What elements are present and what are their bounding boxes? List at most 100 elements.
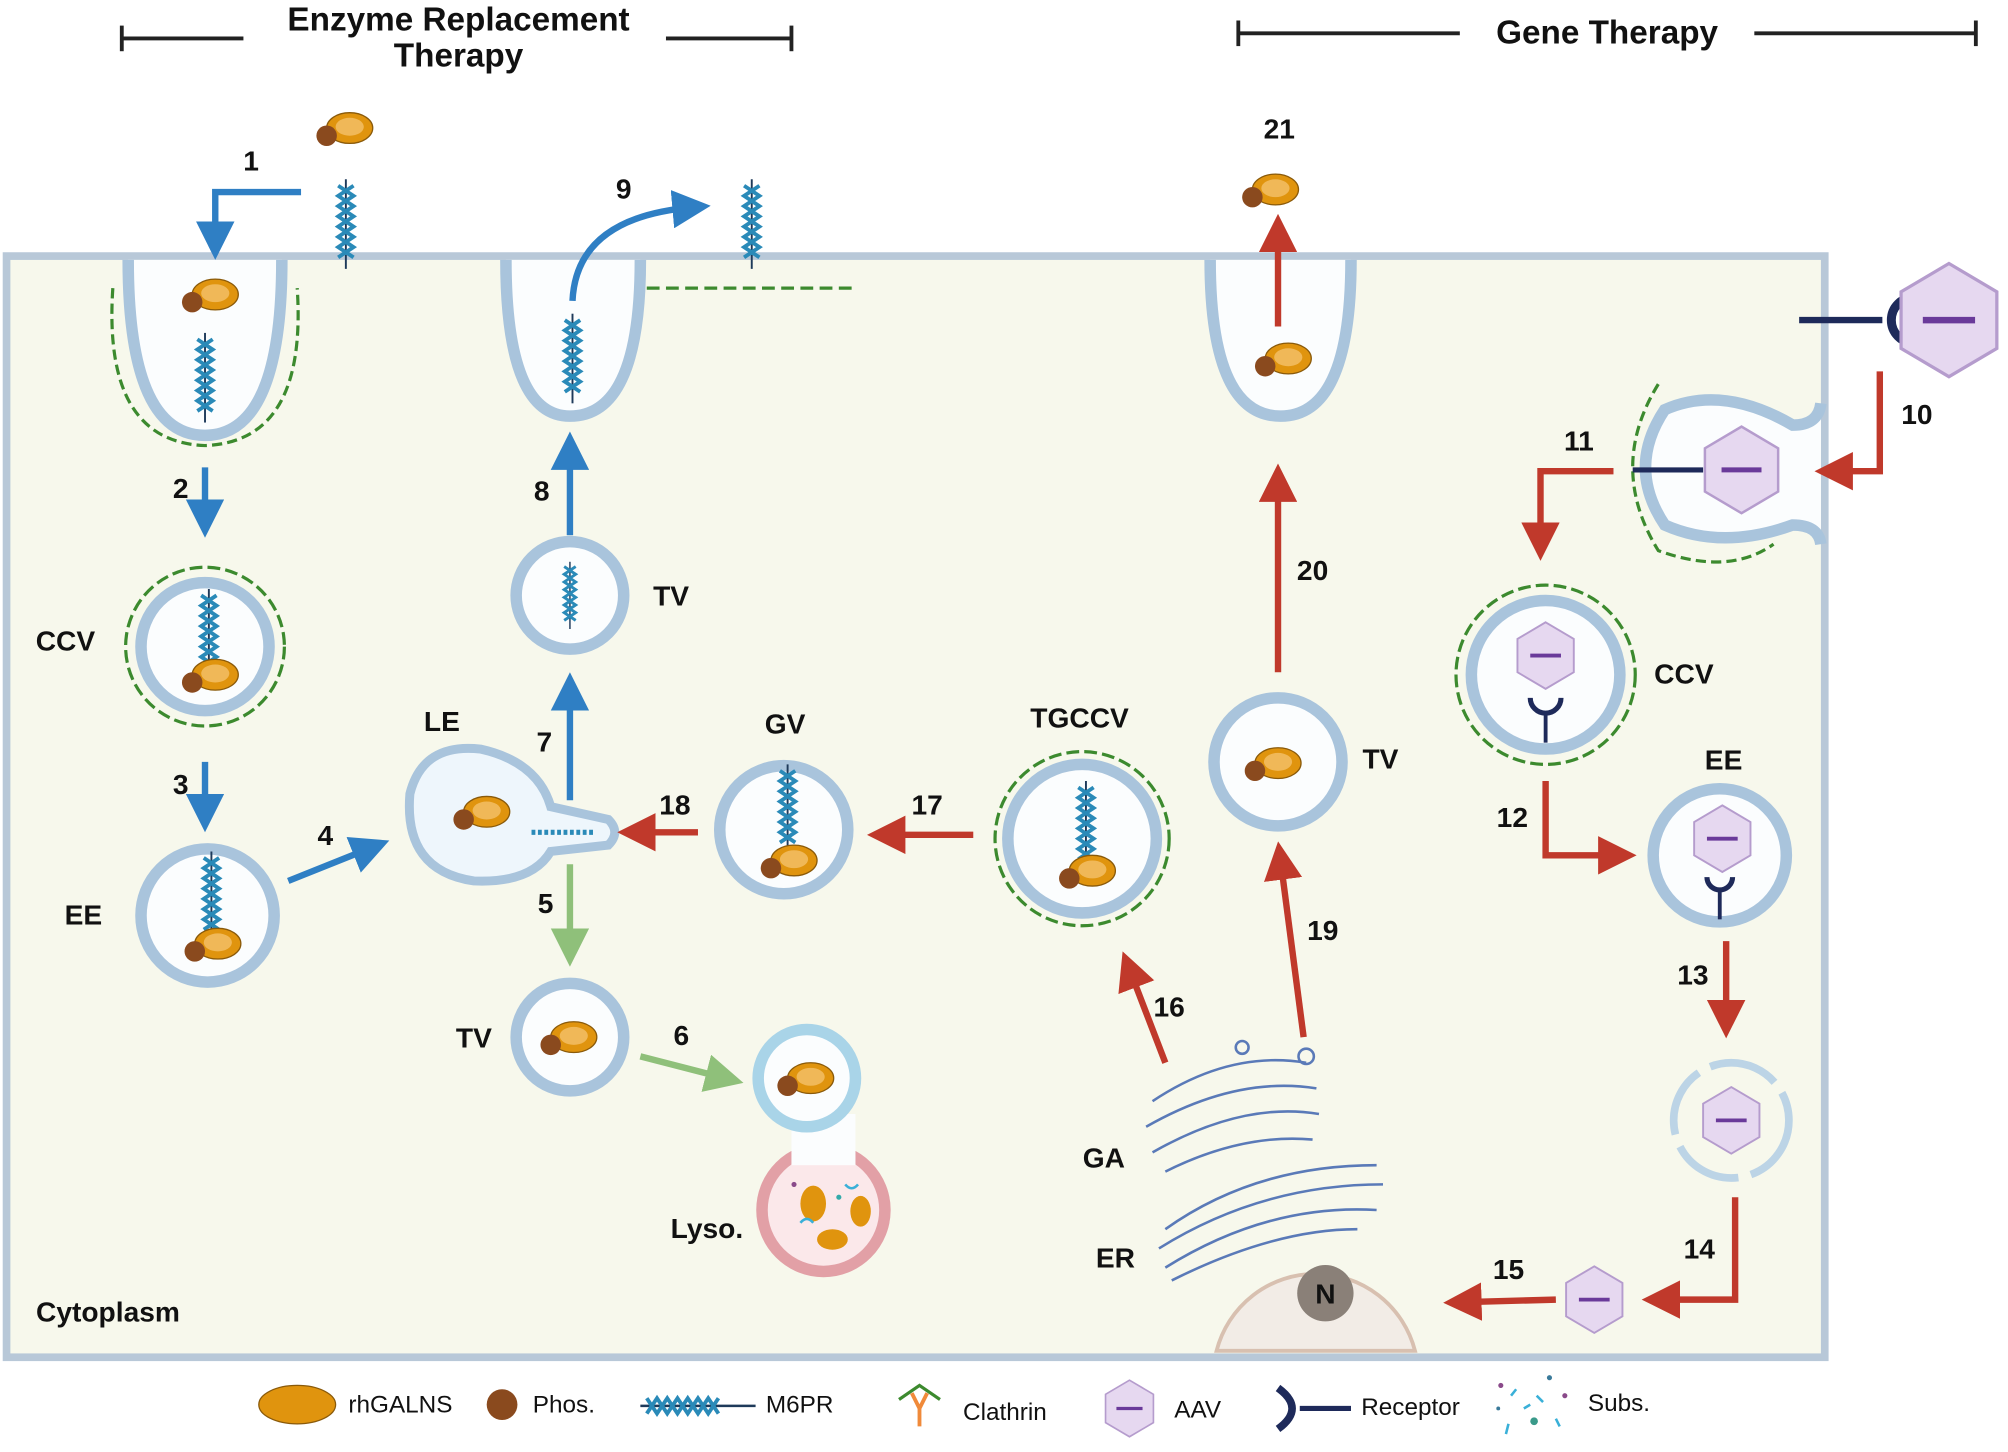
m6pr-recycling xyxy=(562,311,583,406)
ruptured-endosome xyxy=(1669,1058,1793,1182)
label-tv-right: TV xyxy=(1362,743,1398,774)
ert-header: Enzyme Replacement Therapy xyxy=(119,2,794,75)
arrow-4 xyxy=(287,836,390,884)
ee-left xyxy=(135,843,280,988)
legend-label: AAV xyxy=(1174,1396,1222,1423)
late-endosome xyxy=(404,743,620,886)
rhgalns-secreted xyxy=(1241,173,1300,209)
gene-therapy-header: Gene Therapy xyxy=(1236,15,1978,52)
ccv-left xyxy=(124,565,287,728)
step-9: 9 xyxy=(616,173,632,204)
legend-item-phos: Phos. xyxy=(486,1389,595,1420)
arrow-19 xyxy=(1264,841,1307,1038)
lysosome xyxy=(752,1023,891,1278)
step-21: 21 xyxy=(1264,113,1295,144)
m6pr-surface xyxy=(336,177,356,271)
golgi-apparatus xyxy=(1145,1039,1320,1173)
phosphate-icon xyxy=(486,1389,518,1420)
ert-title-line1: Enzyme Replacement xyxy=(287,2,629,39)
arrows xyxy=(185,188,1884,1321)
step-10: 10 xyxy=(1901,399,1932,430)
clathrin-icon xyxy=(898,1383,941,1427)
arrow-16 xyxy=(1118,951,1169,1064)
legend-item-clathrin: Clathrin xyxy=(898,1383,1047,1427)
arrow-6 xyxy=(639,1053,744,1092)
step-16: 16 xyxy=(1154,992,1185,1023)
arrow-12 xyxy=(1542,781,1637,875)
legend-label: Subs. xyxy=(1588,1390,1650,1417)
m6pr-in-pit xyxy=(195,330,215,425)
label-tv-bottom: TV xyxy=(456,1022,492,1053)
cell-cytoplasm xyxy=(2,252,1829,1362)
step-1: 1 xyxy=(243,145,259,176)
arrow-15 xyxy=(1443,1282,1556,1321)
m6pr-recycled-surface xyxy=(742,177,762,271)
step-18: 18 xyxy=(659,789,690,820)
aav-in-pit xyxy=(1632,427,1778,514)
nucleus: N xyxy=(1214,1265,1418,1353)
aav-receptor-surface xyxy=(1799,264,1997,377)
label-cytoplasm: Cytoplasm xyxy=(36,1296,180,1327)
label-ee-right: EE xyxy=(1705,745,1743,776)
step-2: 2 xyxy=(173,473,189,504)
label-ccv-right: CCV xyxy=(1654,659,1714,690)
arrow-1 xyxy=(196,188,302,260)
tgccv xyxy=(993,750,1171,928)
aav-icon xyxy=(1103,1378,1156,1439)
m6pr-icon xyxy=(640,1394,756,1418)
ccv-right xyxy=(1454,583,1637,767)
arrow-10 xyxy=(1814,371,1884,491)
legend-item-aav: AAV xyxy=(1103,1378,1222,1439)
step-6: 6 xyxy=(673,1020,689,1051)
tv-top xyxy=(510,535,630,655)
legend-item-m6pr: M6PR xyxy=(640,1391,833,1418)
legend-label: M6PR xyxy=(766,1391,834,1418)
label-le: LE xyxy=(424,706,460,737)
label-tv-top: TV xyxy=(653,581,689,612)
label-ga: GA xyxy=(1083,1143,1125,1174)
ert-title-line2: Therapy xyxy=(394,38,524,75)
legend-item-rhgalns: rhGALNS xyxy=(258,1384,452,1425)
endoplasmic-reticulum xyxy=(1158,1163,1384,1282)
step-7: 7 xyxy=(536,727,552,758)
step-numbers: 1 2 3 4 5 6 7 8 9 10 11 12 13 14 15 16 1… xyxy=(173,113,1933,1285)
step-12: 12 xyxy=(1497,802,1528,833)
gene-therapy-title: Gene Therapy xyxy=(1496,15,1718,52)
rhgalns-enzyme-icon xyxy=(258,1384,337,1425)
arrow-11 xyxy=(1521,467,1614,561)
step-14: 14 xyxy=(1684,1234,1716,1265)
label-tgccv: TGCCV xyxy=(1030,702,1129,733)
tv-right xyxy=(1208,692,1348,832)
arrow-9 xyxy=(569,190,711,302)
step-20: 20 xyxy=(1297,555,1328,586)
receptor-icon xyxy=(1275,1384,1351,1433)
legend: rhGALNS Phos. M6PR Clathrin AAV xyxy=(258,1375,1650,1439)
step-5: 5 xyxy=(538,888,554,919)
step-11: 11 xyxy=(1564,426,1594,457)
gv xyxy=(713,759,854,900)
label-gv: GV xyxy=(765,709,806,740)
legend-item-receptor: Receptor xyxy=(1275,1384,1460,1433)
legend-label: Phos. xyxy=(533,1391,595,1418)
step-17: 17 xyxy=(912,789,943,820)
step-4: 4 xyxy=(318,820,334,851)
label-er: ER xyxy=(1096,1243,1135,1274)
legend-item-subs: Subs. xyxy=(1496,1375,1650,1435)
step-19: 19 xyxy=(1307,915,1338,946)
rhgalns-extracellular xyxy=(315,112,374,147)
label-ccv-left: CCV xyxy=(36,625,96,656)
step-8: 8 xyxy=(534,476,550,507)
nucleus-label: N xyxy=(1315,1278,1335,1309)
substrate-icon xyxy=(1496,1375,1568,1435)
legend-label: Receptor xyxy=(1361,1394,1460,1421)
legend-label: Clathrin xyxy=(963,1399,1047,1426)
label-ee-left: EE xyxy=(65,899,103,930)
ee-right xyxy=(1647,782,1793,928)
legend-label: rhGALNS xyxy=(348,1391,452,1418)
label-lyso: Lyso. xyxy=(671,1213,744,1244)
structure-labels: CCV EE LE TV TV Lyso. GV TGCCV TV GA ER … xyxy=(36,581,1743,1328)
tv-bottom xyxy=(510,977,630,1097)
step-13: 13 xyxy=(1677,960,1708,991)
